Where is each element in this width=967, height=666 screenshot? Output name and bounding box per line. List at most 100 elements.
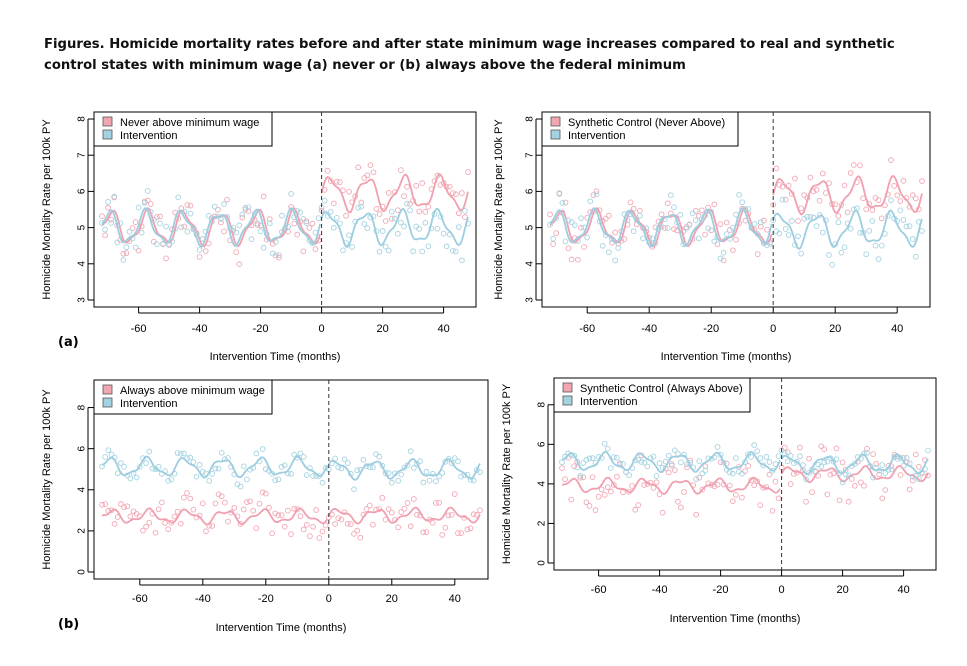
data-point — [708, 455, 715, 462]
data-point — [366, 502, 373, 509]
data-point — [300, 248, 307, 255]
data-point — [872, 242, 879, 249]
data-point — [909, 477, 916, 484]
data-point — [346, 188, 352, 195]
data-point — [209, 523, 216, 529]
data-point — [196, 247, 203, 253]
data-point — [782, 226, 789, 232]
data-point — [681, 489, 687, 495]
data-point — [449, 247, 456, 254]
data-point — [407, 523, 414, 530]
data-point — [816, 197, 823, 204]
data-point — [824, 491, 831, 498]
data-point — [218, 493, 225, 500]
data-point — [215, 465, 222, 472]
data-point — [361, 175, 368, 181]
series-line — [102, 506, 481, 526]
y-tick-label: 4 — [77, 487, 88, 493]
data-point — [222, 499, 228, 506]
data-point — [248, 236, 255, 242]
data-point — [272, 477, 279, 484]
data-point — [279, 212, 285, 219]
data-point — [897, 198, 904, 204]
data-point — [635, 502, 642, 508]
data-point — [668, 461, 675, 467]
data-point — [420, 529, 427, 536]
data-point — [598, 486, 605, 493]
data-point — [278, 512, 285, 518]
data-point — [801, 192, 808, 199]
x-axis-label: Intervention Time (months) — [210, 351, 341, 363]
data-point — [376, 211, 383, 217]
data-point — [215, 491, 222, 498]
data-point — [801, 215, 808, 222]
data-point — [335, 515, 342, 522]
data-point — [692, 207, 699, 214]
data-point — [733, 455, 739, 461]
data-point — [196, 462, 203, 468]
data-point — [269, 530, 275, 537]
data-point — [239, 211, 246, 218]
data-point — [590, 192, 597, 198]
data-point — [445, 512, 452, 519]
data-point — [187, 495, 194, 502]
x-tick-label: -20 — [703, 323, 719, 335]
data-point — [779, 196, 786, 203]
data-point — [601, 440, 608, 447]
x-tick-label: -40 — [195, 593, 211, 605]
x-tick-label: -60 — [131, 323, 147, 335]
y-axis-label: Homicide Mortality Rate per 100k PY — [493, 119, 505, 300]
data-point — [767, 241, 773, 247]
data-point — [723, 231, 730, 237]
data-point — [757, 455, 764, 461]
legend-label: Intervention — [568, 130, 625, 142]
data-point — [571, 222, 578, 228]
data-point — [123, 250, 130, 256]
data-point — [218, 215, 224, 222]
data-point — [578, 224, 584, 231]
legend-swatch — [550, 116, 561, 127]
y-tick-label: 8 — [77, 116, 88, 122]
data-point — [575, 256, 581, 263]
data-point — [376, 453, 383, 460]
data-point — [276, 252, 282, 259]
data-point — [291, 220, 298, 227]
data-point — [330, 224, 337, 231]
data-point — [568, 496, 575, 503]
data-point — [875, 197, 882, 203]
data-point — [212, 500, 219, 507]
data-point — [772, 478, 779, 485]
data-point — [912, 195, 919, 202]
panel-label-b: (b) — [58, 617, 80, 632]
data-point — [882, 487, 889, 493]
data-point — [589, 474, 596, 481]
data-point — [351, 486, 357, 493]
data-point — [858, 479, 864, 486]
data-point — [370, 464, 376, 471]
data-point — [313, 507, 320, 513]
data-point — [459, 190, 465, 196]
data-point — [376, 248, 383, 255]
data-point — [693, 476, 700, 482]
data-point — [620, 489, 626, 496]
data-point — [118, 460, 124, 466]
data-point — [787, 481, 794, 487]
legend-label: Synthetic Control (Always Above) — [580, 383, 743, 395]
data-point — [199, 500, 206, 507]
data-point — [683, 225, 690, 232]
y-tick-label: 2 — [77, 528, 88, 534]
data-point — [419, 180, 426, 186]
data-point — [157, 220, 163, 227]
data-point — [668, 192, 674, 199]
data-point — [190, 459, 197, 465]
data-point — [912, 472, 919, 479]
data-point — [736, 192, 742, 198]
data-point — [577, 474, 584, 481]
data-point — [565, 245, 572, 252]
data-point — [672, 467, 678, 473]
data-point — [751, 221, 758, 227]
data-point — [714, 444, 721, 450]
data-point — [171, 513, 178, 520]
data-point — [322, 522, 329, 529]
data-point — [909, 473, 916, 480]
